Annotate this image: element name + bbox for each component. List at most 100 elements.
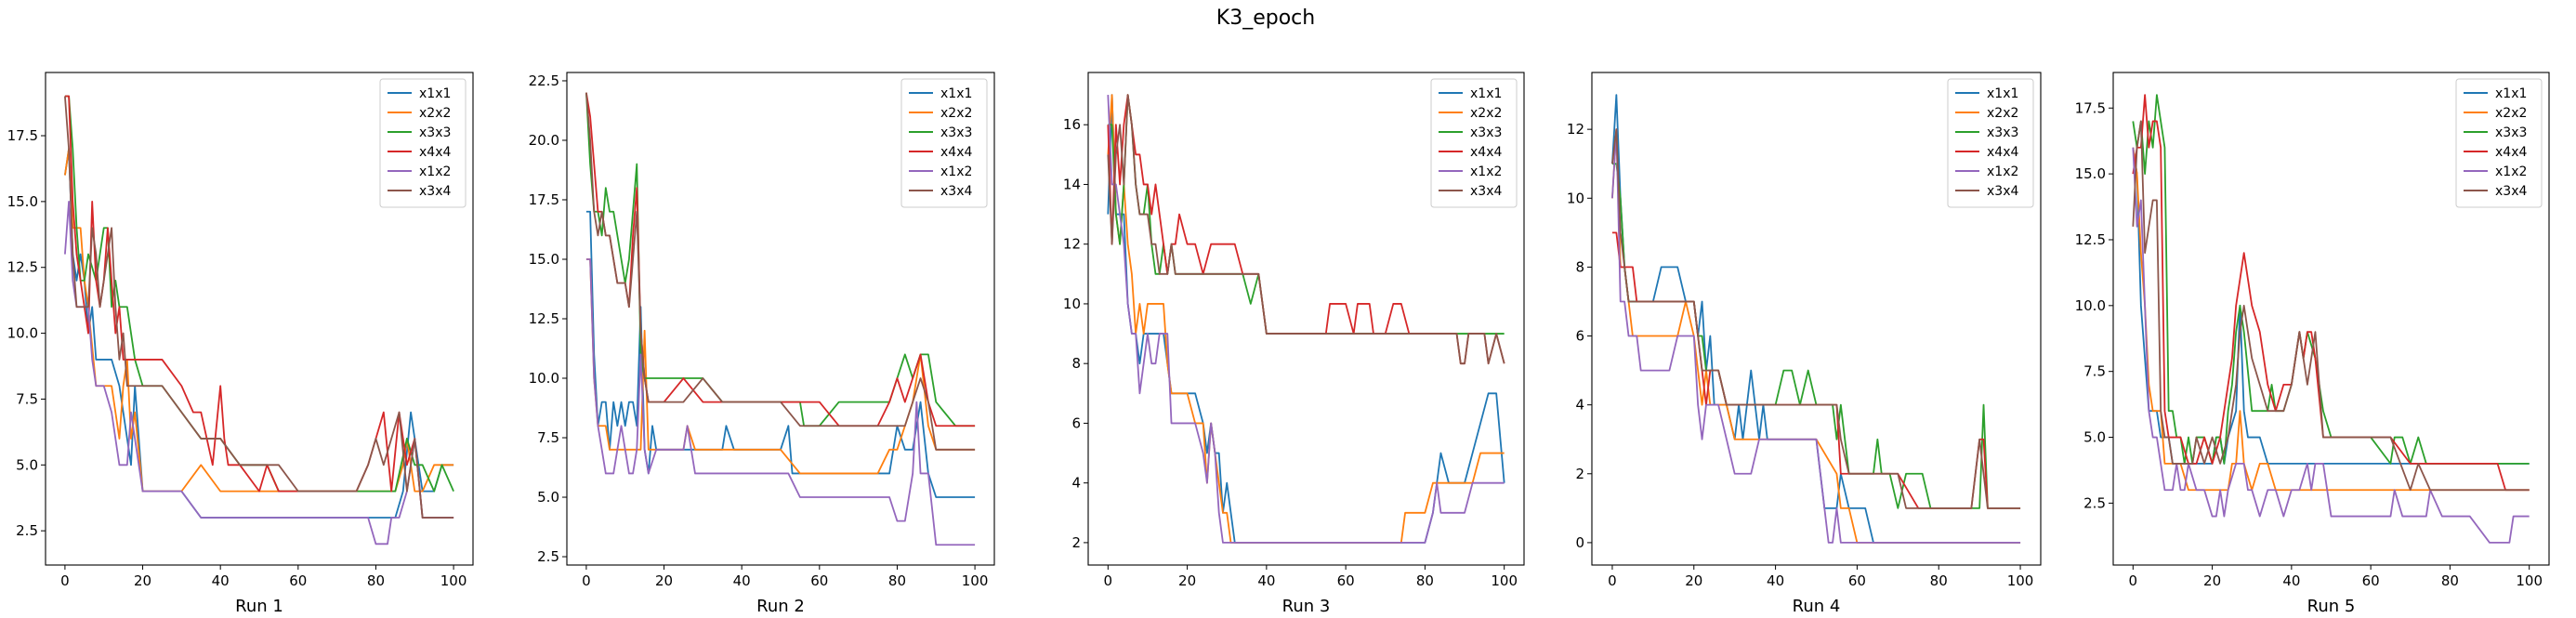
- x-tick-label: 40: [733, 572, 751, 589]
- legend-label-x1x2: x1x2: [940, 164, 972, 179]
- x-axis-label: Run 5: [2307, 597, 2356, 616]
- legend-label-x1x1: x1x1: [1987, 86, 2018, 101]
- subplot-3: 0 20 40 60 80 100 2 4 6 8 10 12 14 16 Run 3 x1x1 x2x2 x3x…: [1063, 72, 1525, 616]
- series-line-x4x4: [64, 95, 454, 519]
- y-tick-label: 5.0: [537, 489, 559, 506]
- legend-label-x3x4: x3x4: [2495, 184, 2527, 199]
- y-tick-label: 12.5: [2075, 231, 2106, 248]
- legend-label-x3x4: x3x4: [1987, 184, 2018, 199]
- axes-frame: [1087, 72, 1525, 566]
- y-tick-label: 20.0: [529, 132, 559, 149]
- x-tick-label: 0: [1608, 572, 1617, 589]
- x-axis-label: Run 1: [235, 597, 283, 616]
- legend: x1x1 x2x2 x3x3 x4x4 x1x2 x3x4: [1430, 78, 1518, 208]
- y-tick-label: 16: [1063, 116, 1081, 133]
- series-line-x4x4: [2132, 94, 2530, 492]
- y-tick-label: 6: [1071, 414, 1081, 431]
- x-tick-label: 100: [1491, 572, 1518, 589]
- x-tick-label: 20: [134, 572, 151, 589]
- y-tick-label: 6: [1575, 328, 1584, 345]
- x-tick-label: 0: [582, 572, 591, 589]
- x-tick-label: 80: [367, 572, 385, 589]
- y-tick-label: 12.5: [529, 310, 559, 327]
- y-tick-label: 4: [1071, 475, 1081, 492]
- series-line-x1x2: [2132, 147, 2530, 544]
- x-tick-label: 60: [1337, 572, 1355, 589]
- x-tick-label: 40: [1767, 572, 1784, 589]
- legend-label-x4x4: x4x4: [1470, 145, 1502, 160]
- y-tick-label: 2: [1071, 534, 1081, 551]
- y-tick-label: 2.5: [16, 522, 38, 539]
- subplot-5: 0 20 40 60 80 100 2.5 5.0 7.5 10.0 12.5 15.0 17.5 Run…: [2075, 72, 2550, 616]
- legend: x1x1 x2x2 x3x3 x4x4 x1x2 x3x4: [1947, 78, 2034, 208]
- x-tick-label: 0: [1104, 572, 1113, 589]
- axes-frame: [45, 72, 474, 566]
- y-tick-label: 10.0: [529, 370, 559, 387]
- legend-label-x3x3: x3x3: [940, 125, 972, 140]
- series-line-x3x4: [585, 92, 976, 451]
- x-axis-label: Run 4: [1793, 597, 1841, 616]
- series-line-x3x3: [2132, 94, 2530, 465]
- axes-frame: [2112, 72, 2550, 566]
- y-tick-label: 0: [1575, 534, 1584, 551]
- x-tick-label: 60: [1848, 572, 1866, 589]
- legend-label-x1x2: x1x2: [419, 164, 451, 179]
- x-tick-label: 0: [60, 572, 70, 589]
- series-line-x1x2: [1107, 95, 1505, 544]
- y-tick-label: 7.5: [2083, 363, 2106, 380]
- x-tick-label: 100: [2516, 572, 2543, 589]
- series-line-x1x2: [1611, 128, 2021, 544]
- y-tick-label: 8: [1071, 355, 1081, 372]
- y-tick-label: 17.5: [529, 191, 559, 208]
- subplot-1: 0 20 40 60 80 100 2.5 5.0 7.5 10.0 12.5 15.0 17.5 Run…: [7, 72, 474, 616]
- legend-label-x4x4: x4x4: [419, 145, 451, 160]
- x-tick-label: 40: [212, 572, 230, 589]
- series-line-x3x4: [64, 96, 454, 519]
- y-tick-label: 12: [1567, 121, 1584, 138]
- y-tick-label: 2.5: [537, 548, 559, 565]
- y-tick-label: 22.5: [529, 72, 559, 89]
- axes-frame: [1591, 72, 2042, 566]
- series-line-x1x2: [585, 258, 976, 546]
- legend-label-x3x3: x3x3: [1987, 125, 2018, 140]
- x-tick-label: 20: [655, 572, 673, 589]
- x-tick-label: 60: [2362, 572, 2380, 589]
- legend-box: [2455, 78, 2543, 208]
- y-tick-label: 2.5: [2083, 494, 2106, 511]
- legend: x1x1 x2x2 x3x3 x4x4 x1x2 x3x4: [2455, 78, 2543, 208]
- series-line-x3x4: [1611, 128, 2021, 509]
- legend-label-x2x2: x2x2: [940, 106, 972, 121]
- legend-box: [1947, 78, 2034, 208]
- y-tick-label: 2: [1575, 466, 1584, 482]
- legend-label-x3x3: x3x3: [2495, 125, 2527, 140]
- legend-label-x2x2: x2x2: [2495, 106, 2527, 121]
- legend-label-x4x4: x4x4: [2495, 145, 2527, 160]
- legend-label-x3x4: x3x4: [940, 184, 972, 199]
- legend-label-x1x2: x1x2: [1470, 164, 1502, 179]
- legend-box: [900, 78, 988, 208]
- legend-label-x4x4: x4x4: [1987, 145, 2018, 160]
- y-tick-label: 4: [1575, 397, 1584, 414]
- series-line-x1x2: [64, 200, 454, 546]
- subplot-2: 0 20 40 60 80 100 2.5 5.0 7.5 10.0 12.5 15.0 17.5 20.…: [529, 72, 995, 616]
- x-tick-label: 80: [2441, 572, 2459, 589]
- x-tick-label: 0: [2129, 572, 2138, 589]
- series-line-x3x4: [2132, 120, 2530, 492]
- x-tick-label: 40: [2282, 572, 2300, 589]
- legend-label-x4x4: x4x4: [940, 145, 972, 160]
- y-tick-label: 5.0: [2083, 429, 2106, 446]
- y-tick-label: 7.5: [537, 429, 559, 446]
- legend-label-x2x2: x2x2: [419, 106, 451, 121]
- y-tick-label: 15.0: [529, 251, 559, 268]
- legend-label-x1x1: x1x1: [940, 86, 972, 101]
- x-tick-label: 20: [2203, 572, 2221, 589]
- x-tick-label: 100: [962, 572, 989, 589]
- legend-label-x1x1: x1x1: [1470, 86, 1502, 101]
- figure-title: K3_epoch: [1216, 7, 1315, 30]
- x-tick-label: 60: [289, 572, 307, 589]
- x-axis-label: Run 2: [756, 597, 805, 616]
- y-tick-label: 15.0: [2075, 165, 2106, 182]
- legend-label-x1x2: x1x2: [1987, 164, 2018, 179]
- x-tick-label: 20: [1178, 572, 1196, 589]
